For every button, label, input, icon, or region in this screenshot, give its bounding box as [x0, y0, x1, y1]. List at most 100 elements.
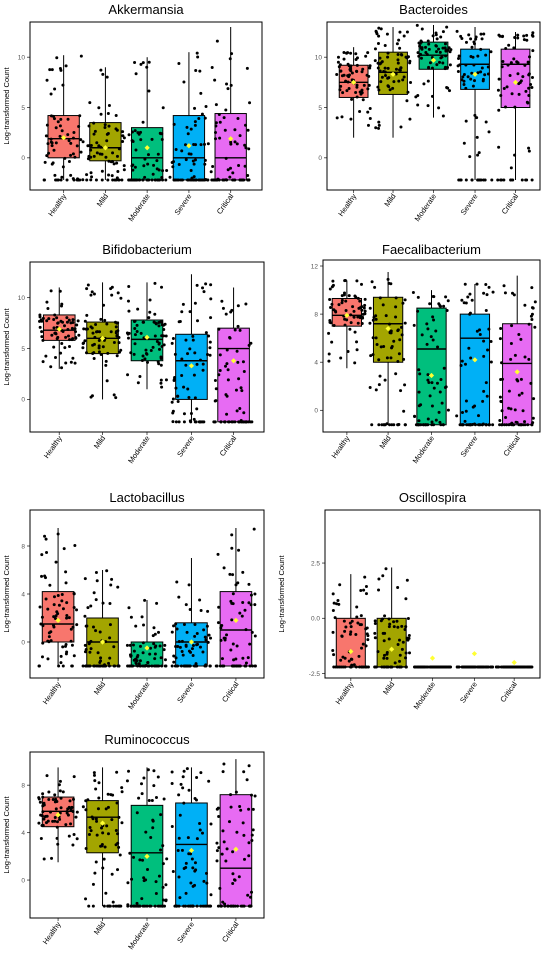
data-point	[513, 36, 517, 40]
data-point	[504, 47, 508, 51]
data-point	[191, 338, 195, 342]
data-point	[400, 333, 404, 337]
data-point	[211, 165, 215, 169]
data-point	[106, 805, 110, 809]
data-point	[90, 290, 94, 294]
data-point	[92, 591, 96, 595]
data-point	[115, 161, 119, 165]
data-point	[533, 325, 537, 329]
box-severe	[170, 274, 213, 424]
data-point	[482, 354, 486, 358]
data-point	[92, 132, 96, 136]
data-point	[94, 598, 98, 602]
data-point	[151, 826, 155, 830]
data-point	[380, 617, 384, 621]
data-point	[507, 43, 511, 47]
data-point	[59, 806, 63, 810]
x-tick-label: Critical	[500, 192, 521, 216]
data-point	[61, 165, 65, 169]
data-point	[328, 297, 332, 301]
data-point	[427, 380, 431, 384]
data-point	[148, 310, 152, 314]
box-critical	[496, 31, 535, 182]
data-point	[438, 304, 442, 308]
data-point	[530, 317, 534, 321]
x-tick-label: Healthy	[330, 434, 352, 460]
box-critical	[498, 275, 537, 427]
data-point	[331, 279, 335, 283]
data-point	[233, 178, 237, 182]
y-tick-label: 0	[318, 155, 322, 162]
data-point	[513, 153, 517, 157]
data-point	[339, 658, 343, 662]
data-point	[446, 408, 450, 412]
data-point	[354, 90, 358, 94]
x-tick-label: Severe	[175, 680, 196, 705]
mean-marker	[99, 335, 106, 341]
data-point	[111, 178, 115, 182]
data-point	[349, 321, 353, 325]
data-point	[434, 33, 438, 37]
data-point	[186, 904, 190, 908]
data-point	[235, 644, 239, 648]
data-point	[236, 324, 240, 328]
data-point	[226, 168, 230, 172]
data-point	[419, 423, 423, 427]
data-point	[428, 394, 432, 398]
data-point	[469, 55, 473, 59]
data-point	[100, 152, 104, 156]
data-point	[432, 386, 436, 390]
data-point	[99, 317, 103, 321]
data-point	[247, 601, 251, 605]
data-point	[161, 885, 165, 889]
data-point	[89, 325, 93, 329]
data-point	[189, 881, 193, 885]
data-point	[42, 857, 46, 861]
data-point	[130, 130, 134, 134]
data-point	[434, 418, 438, 422]
data-point	[120, 786, 124, 790]
data-point	[420, 47, 424, 51]
data-point	[69, 173, 73, 177]
data-point	[37, 796, 41, 800]
data-point	[385, 652, 389, 656]
data-point	[392, 625, 396, 629]
data-point	[525, 38, 529, 42]
data-point	[195, 407, 199, 411]
data-point	[199, 608, 203, 612]
data-point	[229, 142, 233, 146]
data-point	[358, 109, 362, 113]
data-point	[354, 58, 358, 62]
data-point	[516, 72, 520, 76]
data-point	[385, 356, 389, 360]
data-point	[136, 131, 140, 135]
data-point	[430, 420, 434, 424]
data-point	[377, 88, 381, 92]
data-point	[239, 386, 243, 390]
mean-marker	[233, 846, 239, 852]
data-point	[205, 881, 209, 885]
data-point	[530, 33, 534, 37]
data-point	[478, 328, 482, 332]
data-point	[484, 53, 488, 57]
data-point	[520, 391, 524, 395]
data-point	[476, 71, 480, 75]
data-point	[223, 904, 227, 908]
data-point	[377, 588, 381, 592]
data-point	[143, 157, 147, 161]
box-healthy	[42, 54, 85, 182]
data-point	[341, 655, 345, 659]
x-tick-label: Critical	[220, 920, 241, 944]
data-point	[160, 664, 164, 668]
mean-marker	[102, 145, 108, 151]
data-point	[116, 664, 120, 668]
data-point	[378, 296, 382, 300]
data-point	[66, 328, 70, 332]
data-point	[105, 75, 109, 79]
data-point	[154, 644, 158, 648]
data-point	[72, 775, 76, 779]
data-point	[227, 420, 231, 424]
data-point	[408, 61, 412, 65]
data-point	[376, 66, 380, 70]
data-point	[233, 128, 237, 132]
